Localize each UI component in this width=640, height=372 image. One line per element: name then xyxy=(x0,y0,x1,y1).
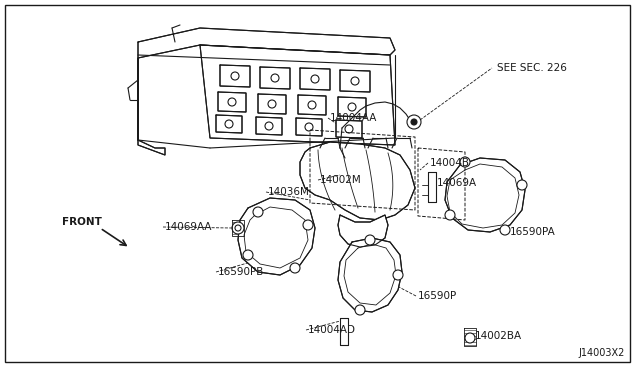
Polygon shape xyxy=(138,58,165,155)
Circle shape xyxy=(231,72,239,80)
Circle shape xyxy=(311,75,319,83)
Text: 14004AA: 14004AA xyxy=(330,113,378,123)
Polygon shape xyxy=(338,215,388,247)
Text: 16590PB: 16590PB xyxy=(218,267,264,277)
Polygon shape xyxy=(238,198,315,275)
Circle shape xyxy=(348,103,356,111)
Text: 14004AD: 14004AD xyxy=(308,325,356,335)
Polygon shape xyxy=(298,95,326,115)
Polygon shape xyxy=(260,67,290,89)
Polygon shape xyxy=(300,68,330,90)
Text: 16590PA: 16590PA xyxy=(510,227,556,237)
Circle shape xyxy=(393,270,403,280)
Circle shape xyxy=(355,305,365,315)
Polygon shape xyxy=(340,70,370,92)
Circle shape xyxy=(271,74,279,82)
Circle shape xyxy=(351,77,359,85)
Text: FRONT: FRONT xyxy=(62,217,102,227)
Text: 14002M: 14002M xyxy=(320,175,362,185)
Text: 16590P: 16590P xyxy=(418,291,457,301)
Circle shape xyxy=(517,180,527,190)
Polygon shape xyxy=(428,172,436,202)
Polygon shape xyxy=(338,238,402,312)
Circle shape xyxy=(465,333,475,343)
Polygon shape xyxy=(200,45,395,145)
Circle shape xyxy=(243,250,253,260)
Circle shape xyxy=(225,120,233,128)
Circle shape xyxy=(305,123,313,131)
Text: SEE SEC. 226: SEE SEC. 226 xyxy=(497,63,567,73)
Circle shape xyxy=(411,119,417,125)
Circle shape xyxy=(265,122,273,130)
Polygon shape xyxy=(256,117,282,135)
Circle shape xyxy=(232,222,244,234)
Circle shape xyxy=(253,207,263,217)
Circle shape xyxy=(308,101,316,109)
Polygon shape xyxy=(258,94,286,114)
Polygon shape xyxy=(340,318,348,345)
Circle shape xyxy=(460,157,470,167)
Circle shape xyxy=(345,125,353,133)
Polygon shape xyxy=(300,142,415,220)
Text: J14003X2: J14003X2 xyxy=(579,348,625,358)
Circle shape xyxy=(235,225,241,231)
Text: 14002BA: 14002BA xyxy=(475,331,522,341)
Polygon shape xyxy=(218,92,246,112)
Polygon shape xyxy=(338,97,366,117)
Polygon shape xyxy=(336,120,362,138)
Polygon shape xyxy=(220,65,250,87)
Circle shape xyxy=(500,225,510,235)
Text: 14069AA: 14069AA xyxy=(165,222,212,232)
Circle shape xyxy=(445,210,455,220)
Circle shape xyxy=(407,115,421,129)
Text: 14036M: 14036M xyxy=(268,187,310,197)
Circle shape xyxy=(268,100,276,108)
Polygon shape xyxy=(216,115,242,133)
Circle shape xyxy=(365,235,375,245)
Text: 14069A: 14069A xyxy=(437,178,477,188)
Circle shape xyxy=(228,98,236,106)
Polygon shape xyxy=(296,118,322,136)
Polygon shape xyxy=(138,28,395,58)
Text: 14004B: 14004B xyxy=(430,158,470,168)
Circle shape xyxy=(303,220,313,230)
Circle shape xyxy=(290,263,300,273)
Polygon shape xyxy=(445,158,525,232)
